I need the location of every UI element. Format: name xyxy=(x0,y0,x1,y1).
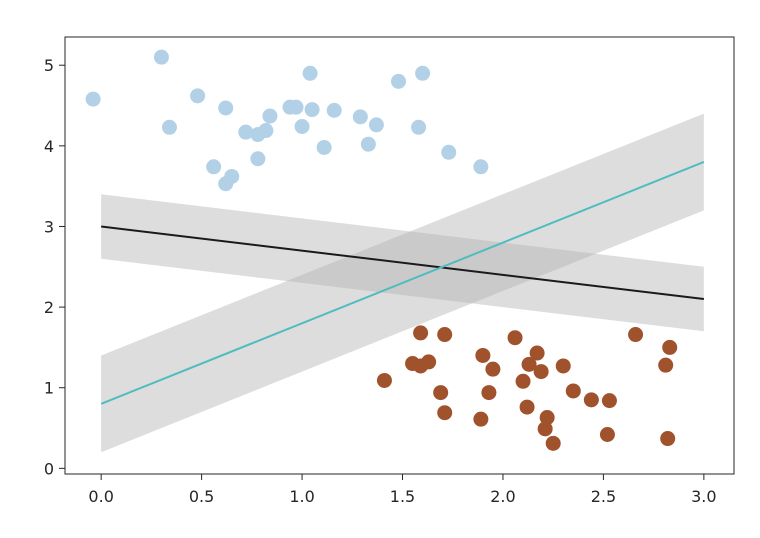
point-class-a xyxy=(441,144,457,160)
x-tick-label: 1.0 xyxy=(289,487,314,506)
point-class-a xyxy=(224,168,240,184)
fit-line-1 xyxy=(101,225,704,301)
x-tick-label: 1.5 xyxy=(390,487,415,506)
point-class-a xyxy=(360,136,376,152)
point-class-a xyxy=(85,91,101,107)
point-class-b xyxy=(521,356,537,372)
point-class-b xyxy=(662,339,678,355)
y-tick-label: 2 xyxy=(44,298,54,317)
point-class-b xyxy=(539,410,555,426)
scatter-points xyxy=(85,49,678,451)
y-tick-label: 3 xyxy=(44,217,54,236)
point-class-b xyxy=(507,330,523,346)
point-class-a xyxy=(206,159,222,175)
point-class-b xyxy=(545,435,561,451)
point-class-a xyxy=(262,108,278,124)
point-class-b xyxy=(555,358,571,374)
point-class-b xyxy=(475,347,491,363)
point-class-b xyxy=(421,354,437,370)
point-class-a xyxy=(390,73,406,89)
point-class-a xyxy=(411,119,427,135)
point-class-a xyxy=(190,88,206,104)
y-tick-label: 4 xyxy=(44,137,54,156)
y-tick-label: 5 xyxy=(44,56,54,75)
point-class-a xyxy=(326,102,342,118)
point-class-a xyxy=(473,159,489,175)
point-class-a xyxy=(302,65,318,81)
point-class-b xyxy=(473,411,489,427)
point-class-a xyxy=(258,123,274,139)
plot-frame xyxy=(64,36,735,475)
point-class-a xyxy=(250,151,266,167)
point-class-a xyxy=(153,49,169,65)
point-class-b xyxy=(658,357,674,373)
point-class-b xyxy=(376,372,392,388)
y-axis: 0 1 2 3 4 5 xyxy=(44,56,65,478)
point-class-b xyxy=(515,373,531,389)
point-class-b xyxy=(529,345,545,361)
point-class-a xyxy=(288,99,304,115)
point-class-a xyxy=(161,119,177,135)
point-class-a xyxy=(352,109,368,125)
point-class-b xyxy=(481,385,497,401)
point-class-a xyxy=(316,139,332,155)
fit-lines xyxy=(100,161,705,405)
x-tick-label: 0.0 xyxy=(88,487,113,506)
point-class-b xyxy=(437,405,453,421)
x-tick-label: 3.0 xyxy=(691,487,716,506)
point-class-b xyxy=(519,399,535,415)
y-tick-label: 0 xyxy=(44,459,54,478)
x-tick-label: 2.5 xyxy=(591,487,616,506)
point-class-a xyxy=(415,65,431,81)
point-class-b xyxy=(433,385,449,401)
point-class-b xyxy=(437,327,453,343)
fit-line-2 xyxy=(100,161,705,405)
point-class-b xyxy=(599,426,615,442)
point-class-a xyxy=(238,124,254,140)
point-class-b xyxy=(628,327,644,343)
point-class-a xyxy=(368,117,384,133)
point-class-b xyxy=(485,361,501,377)
point-class-a xyxy=(218,100,234,116)
point-class-b xyxy=(660,431,676,447)
point-class-b xyxy=(533,364,549,380)
point-class-b xyxy=(413,325,429,341)
point-class-b xyxy=(565,383,581,399)
x-tick-label: 0.5 xyxy=(189,487,214,506)
x-tick-label: 2.0 xyxy=(490,487,515,506)
point-class-b xyxy=(537,421,553,437)
point-class-b xyxy=(583,392,599,408)
x-axis: 0.0 0.5 1.0 1.5 2.0 2.5 3.0 xyxy=(88,474,717,506)
point-class-b xyxy=(601,393,617,409)
y-tick-label: 1 xyxy=(44,379,54,398)
point-class-a xyxy=(294,118,310,134)
point-class-a xyxy=(304,102,320,118)
